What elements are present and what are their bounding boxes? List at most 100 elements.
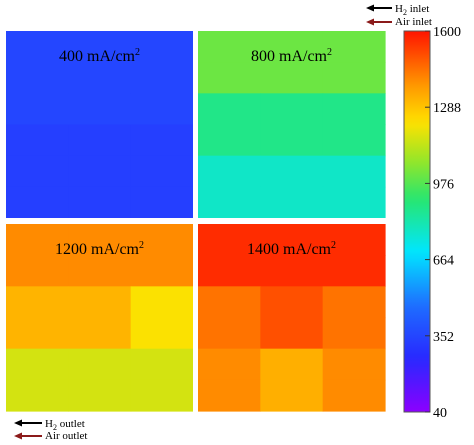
colorbar-tick-label: 976 <box>433 177 454 192</box>
heatmap-cell <box>198 286 261 319</box>
heatmap-cell <box>6 255 69 287</box>
h2-inlet-arrowhead <box>366 4 374 12</box>
heatmap-cell <box>68 93 132 126</box>
heatmap-cell <box>322 317 386 350</box>
heatmap-cell <box>198 224 261 256</box>
panel-label: 1200 mA/cm2 <box>55 240 144 258</box>
heatmap-cell <box>260 224 324 256</box>
heatmap-cell <box>6 31 69 63</box>
heatmap-cell <box>130 224 194 256</box>
colorbar-tick-label: 352 <box>433 330 454 345</box>
panel-4 <box>198 224 386 412</box>
panel-1 <box>6 31 194 219</box>
heatmap-cell <box>198 186 261 219</box>
heatmap-cell <box>322 348 386 381</box>
heatmap-cell <box>6 155 69 188</box>
heatmap-cell <box>130 379 194 412</box>
heatmap-cell <box>68 286 132 319</box>
heatmap-cell <box>322 31 386 63</box>
heatmap-cell <box>322 186 386 219</box>
heatmap-cell <box>260 348 324 381</box>
heatmap-cell <box>68 124 132 157</box>
heatmap-cell <box>130 155 194 188</box>
heatmap-cell <box>322 155 386 188</box>
heatmap-cell <box>260 379 324 412</box>
heatmap-cell <box>6 286 69 319</box>
heatmap-cell <box>260 124 324 157</box>
h2-outlet-label: H2 outlet <box>45 418 85 432</box>
heatmap-cell <box>260 286 324 319</box>
air-outlet-arrowhead <box>14 432 22 440</box>
heatmap-cell <box>130 348 194 381</box>
heatmap-cell <box>68 31 132 63</box>
heatmap-cell <box>322 62 386 94</box>
heatmap-cell <box>130 62 194 94</box>
heatmap-cell <box>6 379 69 412</box>
air-outlet-label: Air outlet <box>45 430 87 440</box>
heatmap-cell <box>6 93 69 126</box>
heatmap-cell <box>322 255 386 287</box>
colorbar-gradient <box>403 30 431 413</box>
panel-labels: 400 mA/cm2 800 mA/cm2 1200 mA/cm2 1400 mA/c… <box>55 47 336 258</box>
inlet-legend: H2 inlet Air inlet <box>366 3 432 28</box>
heatmap-cell <box>260 93 324 126</box>
panel-label: 800 mA/cm2 <box>251 47 332 65</box>
heatmap-cell <box>260 31 324 63</box>
outlet-legend: H2 outlet Air outlet <box>14 418 87 442</box>
heatmap-cell <box>68 155 132 188</box>
panels-layer <box>0 28 392 414</box>
heatmap-cell <box>6 317 69 350</box>
heatmap-cell <box>260 62 324 94</box>
panel-2 <box>198 31 386 219</box>
heatmap-cell <box>130 317 194 350</box>
heatmap-cell <box>198 31 261 63</box>
heatmap-cell <box>68 186 132 219</box>
colorbar-tick-label: 40 <box>433 406 447 421</box>
heatmap-cell <box>68 348 132 381</box>
colorbar: 1600 1288 976 664 352 40 <box>403 25 461 421</box>
h2-inlet-label: H2 inlet <box>395 3 429 17</box>
panel-separator <box>193 28 198 414</box>
heatmap-cell <box>260 255 324 287</box>
heatmap-cell <box>68 255 132 287</box>
heatmap-cell <box>130 93 194 126</box>
heatmap-cell <box>322 224 386 256</box>
panel-label: 400 mA/cm2 <box>59 47 140 65</box>
heatmap-cell <box>130 124 194 157</box>
panel-label: 1400 mA/cm2 <box>247 240 336 258</box>
colorbar-tick-label: 1288 <box>433 101 461 116</box>
heatmap-cell <box>6 348 69 381</box>
heatmap-cell <box>6 62 69 94</box>
heatmap-cell <box>6 124 69 157</box>
heatmap-cell <box>198 255 261 287</box>
heatmap-cell <box>198 124 261 157</box>
heatmap-cell <box>322 93 386 126</box>
heatmap-cell <box>260 155 324 188</box>
heatmap-cell <box>130 186 194 219</box>
colorbar-tick-label: 1600 <box>433 25 461 40</box>
heatmap-cell <box>198 379 261 412</box>
heatmap-cell <box>130 255 194 287</box>
heatmap-cell <box>68 317 132 350</box>
heatmap-cell <box>260 186 324 219</box>
heatmap-cell <box>130 31 194 63</box>
panel-3 <box>6 224 194 412</box>
heatmap-cell <box>68 379 132 412</box>
heatmap-cell <box>322 286 386 319</box>
heatmap-cell <box>198 93 261 126</box>
heatmap-cell <box>322 379 386 412</box>
heatmap-cell <box>198 62 261 94</box>
air-inlet-label: Air inlet <box>395 16 432 28</box>
heatmap-cell <box>198 348 261 381</box>
air-inlet-arrowhead <box>366 18 374 26</box>
heatmap-cell <box>6 224 69 256</box>
heatmap-cell <box>68 224 132 256</box>
heatmap-cell <box>260 317 324 350</box>
colorbar-tick-label: 664 <box>433 254 454 269</box>
heatmap-cell <box>130 286 194 319</box>
heatmap-cell <box>6 186 69 219</box>
heatmap-cell <box>198 155 261 188</box>
heatmap-cell <box>68 62 132 94</box>
